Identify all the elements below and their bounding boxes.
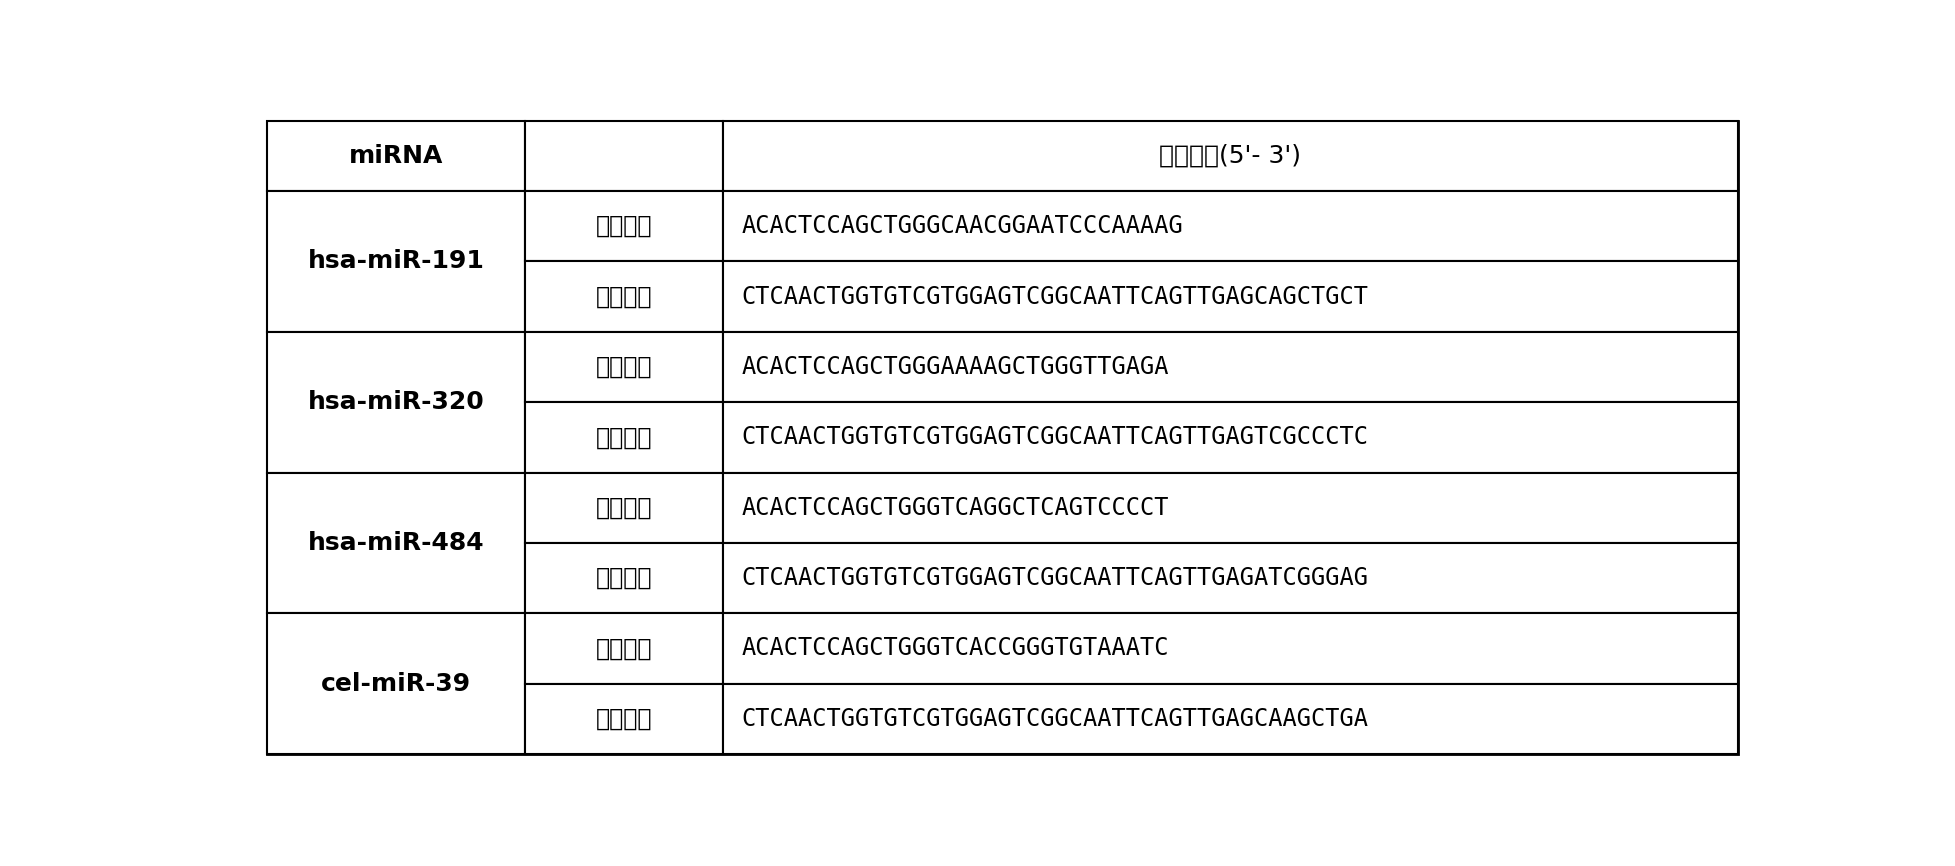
Text: ACACTCCAGCTGGGTCAGGCTCAGTCCCCT: ACACTCCAGCTGGGTCAGGCTCAGTCCCCT — [741, 495, 1169, 520]
Text: CTCAACTGGTGTCGTGGAGTCGGCAATTCAGTTGAGCAGCTGCT: CTCAACTGGTGTCGTGGAGTCGGCAATTCAGTTGAGCAGC… — [741, 285, 1368, 308]
Text: cel-miR-39: cel-miR-39 — [321, 672, 471, 695]
Text: 下游引物: 下游引物 — [594, 285, 651, 308]
Text: hsa-miR-320: hsa-miR-320 — [307, 391, 485, 414]
Bar — [268, 191, 524, 332]
Bar — [723, 683, 1736, 754]
Text: 引物序列(5'- 3'): 引物序列(5'- 3') — [1159, 144, 1300, 168]
Text: CTCAACTGGTGTCGTGGAGTCGGCAATTCAGTTGAGCAAGCTGA: CTCAACTGGTGTCGTGGAGTCGGCAATTCAGTTGAGCAAG… — [741, 707, 1368, 731]
Text: hsa-miR-484: hsa-miR-484 — [307, 531, 485, 555]
Bar — [524, 543, 723, 613]
Bar — [723, 543, 1736, 613]
Text: ACACTCCAGCTGGGAAAAGCTGGGTTGAGA: ACACTCCAGCTGGGAAAAGCTGGGTTGAGA — [741, 355, 1169, 379]
Text: ACACTCCAGCTGGGTCACCGGGTGTAAATC: ACACTCCAGCTGGGTCACCGGGTGTAAATC — [741, 637, 1169, 661]
Bar — [524, 262, 723, 332]
Bar — [524, 332, 723, 402]
Text: 上游引物: 上游引物 — [594, 637, 651, 661]
Bar — [524, 613, 723, 683]
Text: miRNA: miRNA — [348, 144, 444, 168]
Bar — [723, 332, 1736, 402]
Bar — [723, 191, 1736, 262]
Bar — [268, 332, 524, 473]
Bar — [723, 262, 1736, 332]
Bar — [268, 473, 524, 613]
Text: CTCAACTGGTGTCGTGGAGTCGGCAATTCAGTTGAGATCGGGAG: CTCAACTGGTGTCGTGGAGTCGGCAATTCAGTTGAGATCG… — [741, 566, 1368, 590]
Text: CTCAACTGGTGTCGTGGAGTCGGCAATTCAGTTGAGTCGCCCTC: CTCAACTGGTGTCGTGGAGTCGGCAATTCAGTTGAGTCGC… — [741, 425, 1368, 449]
Bar — [723, 473, 1736, 543]
Text: 上游引物: 上游引物 — [594, 355, 651, 379]
Bar — [268, 120, 524, 191]
Text: hsa-miR-191: hsa-miR-191 — [307, 249, 485, 274]
Bar — [268, 613, 524, 754]
Bar — [524, 120, 723, 191]
Bar — [524, 191, 723, 262]
Text: ACACTCCAGCTGGGCAACGGAATCCCAAAAG: ACACTCCAGCTGGGCAACGGAATCCCAAAAG — [741, 214, 1183, 238]
Bar — [723, 613, 1736, 683]
Bar — [524, 402, 723, 473]
Text: 下游引物: 下游引物 — [594, 425, 651, 449]
Text: 下游引物: 下游引物 — [594, 566, 651, 590]
Text: 下游引物: 下游引物 — [594, 707, 651, 731]
Text: 上游引物: 上游引物 — [594, 495, 651, 520]
Bar — [524, 473, 723, 543]
Bar — [723, 402, 1736, 473]
Text: 上游引物: 上游引物 — [594, 214, 651, 238]
Bar — [524, 683, 723, 754]
Bar — [723, 120, 1736, 191]
